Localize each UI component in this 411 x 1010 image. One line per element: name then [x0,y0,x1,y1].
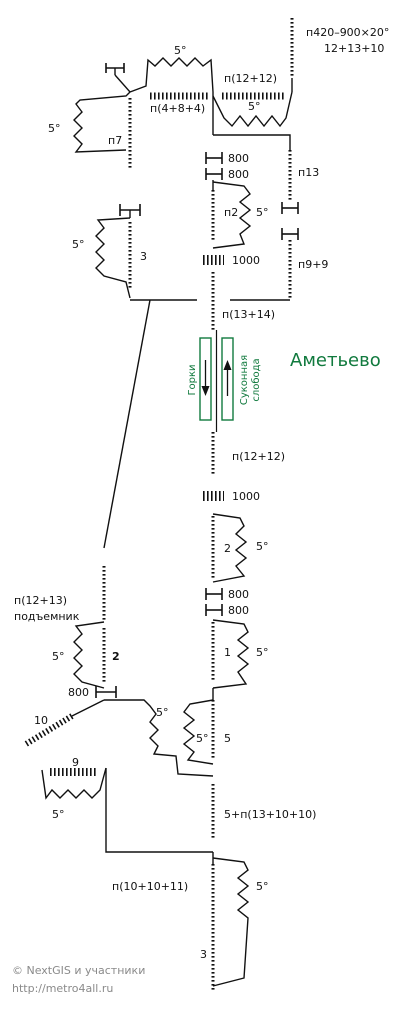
stair-p4-8-4-label: п(4+8+4) [150,102,205,115]
ramp-left2-5deg-label: 5° [52,650,65,663]
ramp-right-5deg [212,91,293,128]
stair-p7-label: п7 [108,134,122,147]
ramp-p2-5deg [212,181,252,249]
link-to-p13 [213,134,291,150]
ramp-1-5deg [212,619,250,689]
stair-10 [24,713,74,747]
stair-p12-12-top-label: п(12+12) [224,72,277,85]
turnstile-800-a-label-1: 800 [228,152,249,165]
ramp-left3-5deg [95,217,131,299]
platform-right-label-1: Суконная [239,355,250,405]
ramp-left-5deg-label: 5° [48,122,61,135]
top-left-turnstile [105,63,131,93]
stair-2-left-label: 2 [112,650,120,663]
stair-p13-label: п13 [298,166,319,179]
stair-10-label: 10 [34,714,48,727]
ramp-9-5deg-label: 5° [52,808,65,821]
top-right-stair-label-2: 12+13+10 [324,42,384,55]
credit-line-1: © NextGIS и участники [12,964,145,977]
stair-p12-12-mid-label: п(12+12) [232,450,285,463]
stair-3-bottom-label: 3 [200,948,207,961]
stair-1-label: 1 [224,646,231,659]
turnstile-800-a [205,152,223,180]
turnstile-p13 [281,202,299,240]
credit-line-2: http://metro4all.ru [12,982,113,995]
lift-label: подъемник [14,610,80,623]
stair-5-p13-10-10-label: 5+п(13+10+10) [224,808,316,821]
stair-lift-label: п(12+13) [14,594,67,607]
turnstile-800-c [95,686,117,698]
validators-1000-a-label: 1000 [232,254,260,267]
ramp-5-5deg [182,699,214,765]
stair-5-label: 5 [224,732,231,745]
ramp-2-5deg [212,513,248,583]
validators-1000-b-label: 1000 [232,490,260,503]
ramp-1-5deg-label: 5° [256,646,269,659]
stair-9-label: 9 [72,756,79,769]
turnstile-left-3 [119,204,141,218]
ramp-right-5deg-label: 5° [248,100,261,113]
stair-2-mid-label: 2 [224,542,231,555]
platform-left-label: Горки [187,364,198,395]
platform-right-label-2: слобода [251,358,262,401]
ramp-2-5deg-label: 5° [256,540,269,553]
ramp-left2-5deg [73,621,105,689]
ramp-5-5deg-label: 5° [196,732,209,745]
turnstile-800-b-label-1: 800 [228,588,249,601]
ramp-mid-5deg-label: 5° [156,706,169,719]
arrow-up-icon [223,360,232,396]
turnstile-800-a-label-2: 800 [228,168,249,181]
ramp-bottom-5deg [212,857,250,987]
lift-corridor [103,299,151,549]
platform [199,330,234,432]
ramp-left3-5deg-label: 5° [72,238,85,251]
ramp-mid-5deg [104,699,214,777]
stair-p13-14-label: п(13+14) [222,308,275,321]
ramp-left-5deg [73,91,131,153]
ramp-top-5deg-label: 5° [174,44,187,57]
stair-p2-label: п2 [224,206,238,219]
turnstile-800-b [205,588,223,616]
link-stair-10 [71,699,105,717]
top-right-stair-label: п420–900×20° [306,26,389,39]
passage-852 [105,768,213,853]
stair-p9-9-label: п9+9 [298,258,328,271]
ramp-9-5deg [41,767,107,800]
stair-p10-10-11-label: п(10+10+11) [112,880,188,893]
turnstile-800-b-label-2: 800 [228,604,249,617]
turnstile-800-c-label: 800 [68,686,89,699]
stair-3-left-label: 3 [140,250,147,263]
station-name: Аметьево [290,350,381,371]
ramp-top-5deg [129,57,214,93]
arrow-down-icon [201,360,210,396]
ramp-p2-5deg-label: 5° [256,206,269,219]
ramp-bottom-5deg-label: 5° [256,880,269,893]
